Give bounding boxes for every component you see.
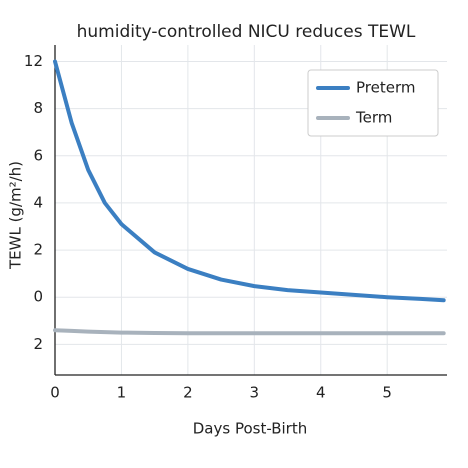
y-tick-label: 6	[33, 146, 43, 164]
chart-title: humidity-controlled NICU reduces TEWL	[77, 22, 416, 42]
x-tick-label: 1	[117, 384, 127, 402]
x-tick-label: 5	[382, 384, 392, 402]
legend-label: Term	[355, 109, 392, 127]
line-series	[53, 59, 446, 303]
x-axis-label: Days Post-Birth	[193, 420, 307, 438]
y-axis-label: TEWL (g/m²/h)	[7, 161, 25, 270]
y-tick-label: 2	[33, 335, 43, 353]
line-series	[53, 328, 446, 336]
y-tick-label: 8	[33, 99, 43, 117]
x-tick-label: 4	[316, 384, 326, 402]
y-tick-label: 12	[24, 52, 43, 70]
y-tick-label: 0	[33, 288, 43, 306]
x-tick-label: 3	[250, 384, 260, 402]
x-tick-label: 2	[183, 384, 193, 402]
y-tick-label: 4	[33, 193, 43, 211]
y-tick-label: 2	[33, 241, 43, 259]
legend-label: Preterm	[356, 79, 415, 97]
x-tick-label: 0	[50, 384, 60, 402]
